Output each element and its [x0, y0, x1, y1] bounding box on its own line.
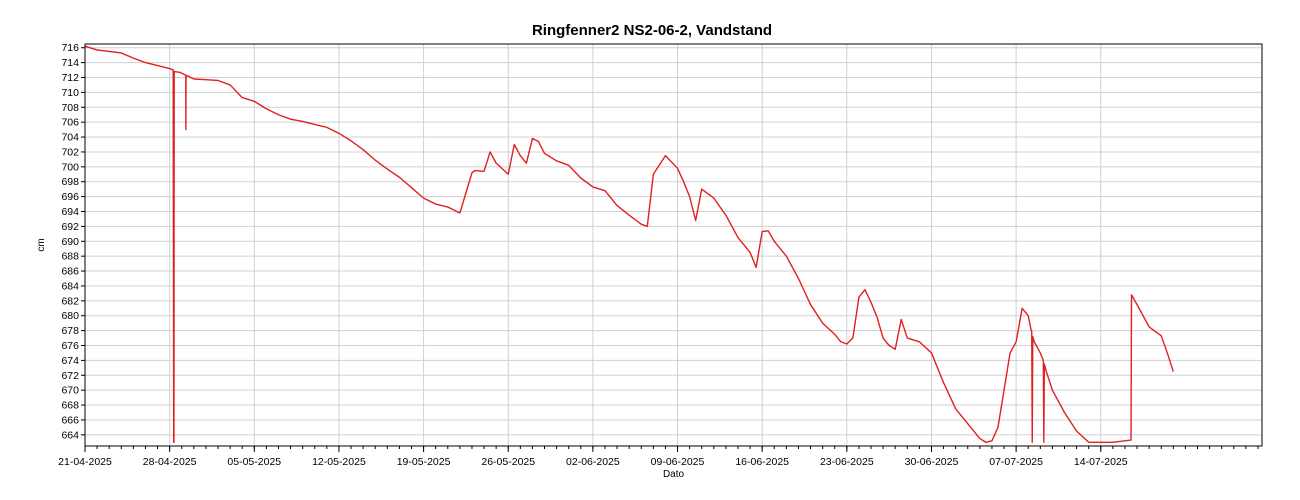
- series-line-vandstand: [84, 45, 1174, 443]
- x-tick-label: 16-06-2025: [735, 456, 789, 468]
- x-tick-label: 09-06-2025: [651, 456, 705, 468]
- y-axis: 664 666 668 670 672 674 676 678 680 682 684 686 688 6…: [61, 42, 85, 441]
- y-tick-label: 716: [61, 42, 79, 54]
- y-tick-label: 698: [61, 176, 79, 188]
- y-tick-label: 666: [61, 414, 79, 426]
- x-tick-label: 14-07-2025: [1074, 456, 1128, 468]
- x-tick-label: 02-06-2025: [566, 456, 620, 468]
- y-tick-label: 696: [61, 191, 79, 203]
- y-tick-label: 688: [61, 251, 79, 263]
- y-tick-label: 690: [61, 236, 79, 248]
- y-tick-label: 664: [61, 429, 79, 441]
- y-tick-label: 668: [61, 400, 79, 412]
- y-tick-label: 700: [61, 161, 79, 173]
- y-tick-label: 672: [61, 370, 79, 382]
- x-tick-label: 21-04-2025: [58, 456, 112, 468]
- y-tick-label: 678: [61, 325, 79, 337]
- y-tick-label: 702: [61, 146, 79, 158]
- x-tick-label: 23-06-2025: [820, 456, 874, 468]
- y-tick-label: 706: [61, 117, 79, 129]
- x-tick-label: 07-07-2025: [989, 456, 1043, 468]
- y-tick-label: 694: [61, 206, 79, 218]
- y-tick-label: 682: [61, 295, 79, 307]
- y-tick-label: 704: [61, 132, 79, 144]
- y-tick-label: 674: [61, 355, 79, 367]
- x-tick-label: 28-04-2025: [143, 456, 197, 468]
- y-tick-label: 680: [61, 310, 79, 322]
- x-axis-label: Dato: [663, 469, 685, 480]
- y-tick-label: 708: [61, 102, 79, 114]
- y-axis-label: cm: [36, 238, 47, 251]
- x-tick-label: 26-05-2025: [481, 456, 535, 468]
- y-tick-label: 684: [61, 280, 79, 292]
- chart-title: Ringfenner2 NS2-06-2, Vandstand: [532, 22, 772, 39]
- y-tick-label: 712: [61, 72, 79, 84]
- y-tick-label: 686: [61, 266, 79, 278]
- grid-lines: [84, 44, 1262, 446]
- data-layer: [84, 45, 1174, 443]
- x-tick-label: 30-06-2025: [905, 456, 959, 468]
- x-tick-label: 12-05-2025: [312, 456, 366, 468]
- x-axis: 21-04-2025 28-04-2025 05-05-2025 12-05-2025…: [58, 446, 1259, 468]
- y-tick-label: 714: [61, 57, 79, 69]
- y-tick-label: 692: [61, 221, 79, 233]
- x-tick-label: 19-05-2025: [397, 456, 451, 468]
- y-tick-label: 670: [61, 385, 79, 397]
- x-tick-label: 05-05-2025: [227, 456, 281, 468]
- y-tick-label: 676: [61, 340, 79, 352]
- y-tick-label: 710: [61, 87, 79, 99]
- plot-frame: [84, 43, 1263, 447]
